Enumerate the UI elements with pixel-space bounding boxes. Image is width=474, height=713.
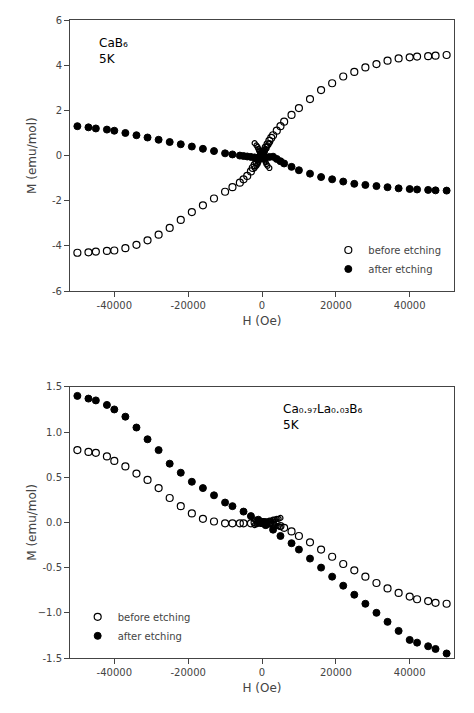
- svg-text:-20000: -20000: [170, 300, 205, 311]
- svg-text:after etching: after etching: [118, 631, 182, 642]
- svg-text:0: 0: [56, 150, 62, 161]
- svg-text:40000: 40000: [394, 300, 426, 311]
- svg-text:-0.5: -0.5: [42, 562, 62, 573]
- svg-text:0.0: 0.0: [46, 517, 62, 528]
- svg-text:H (Oe): H (Oe): [242, 314, 281, 328]
- svg-text:-4: -4: [52, 240, 62, 251]
- svg-text:0: 0: [259, 667, 265, 678]
- svg-text:0.5: 0.5: [46, 472, 62, 483]
- svg-text:before etching: before etching: [368, 245, 441, 256]
- svg-text:4: 4: [56, 60, 62, 71]
- svg-text:-20000: -20000: [170, 667, 205, 678]
- svg-text:1.5: 1.5: [46, 381, 62, 392]
- svg-text:-40000: -40000: [97, 300, 132, 311]
- svg-text:M (emu/mol): M (emu/mol): [25, 117, 39, 194]
- svg-text:2: 2: [56, 105, 62, 116]
- svg-text:1.0: 1.0: [46, 427, 62, 438]
- svg-text:before etching: before etching: [118, 612, 191, 623]
- svg-text:-40000: -40000: [97, 667, 132, 678]
- svg-text:Ca₀.₉₇La₀.₀₃B₆5K: Ca₀.₉₇La₀.₀₃B₆5K: [283, 402, 362, 432]
- svg-text:after etching: after etching: [368, 264, 432, 275]
- svg-text:-2: -2: [52, 195, 62, 206]
- svg-text:0: 0: [259, 300, 265, 311]
- svg-text:−1.0: −1.0: [38, 607, 62, 618]
- svg-text:-6: -6: [52, 286, 62, 297]
- svg-text:M (emu/mol): M (emu/mol): [25, 484, 39, 561]
- svg-text:20000: 20000: [320, 667, 352, 678]
- svg-text:20000: 20000: [320, 300, 352, 311]
- svg-text:CaB₆5K: CaB₆5K: [99, 36, 128, 66]
- svg-text:6: 6: [56, 15, 62, 26]
- svg-text:40000: 40000: [394, 667, 426, 678]
- svg-text:-1.5: -1.5: [42, 653, 62, 664]
- svg-text:H (Oe): H (Oe): [242, 681, 281, 695]
